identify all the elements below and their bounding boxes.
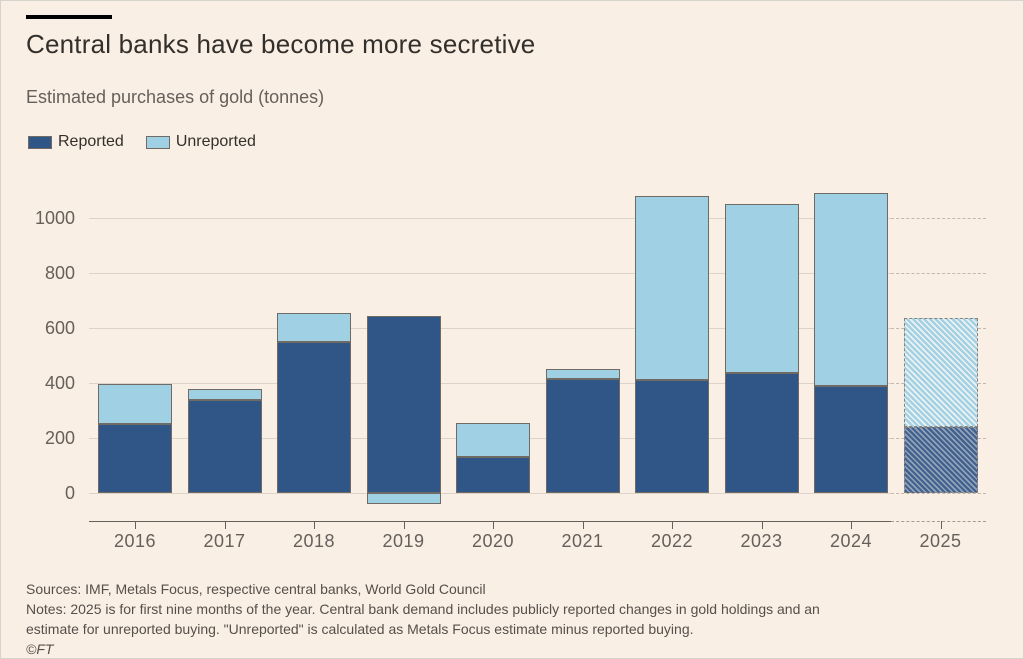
x-tick-2024 xyxy=(851,521,852,529)
x-label-2024: 2024 xyxy=(829,531,873,551)
x-label-2023: 2023 xyxy=(740,531,783,551)
chart-footer: Sources: IMF, Metals Focus, respective c… xyxy=(26,579,1018,658)
sources-line: Sources: IMF, Metals Focus, respective c… xyxy=(26,581,486,597)
x-label-2017: 2017 xyxy=(203,531,246,551)
gridline-400 xyxy=(89,383,891,384)
x-label-2016: 2016 xyxy=(113,531,157,551)
bar-2016-unreported xyxy=(98,384,172,425)
y-tick-label-200: 200 xyxy=(44,428,75,448)
gridline-600 xyxy=(89,328,891,329)
chart-subtitle: Estimated purchases of gold (tonnes) xyxy=(26,87,325,107)
x-tick-2020 xyxy=(493,521,494,529)
x-axis-line xyxy=(89,521,891,522)
bar-2022-reported xyxy=(635,380,709,493)
y-tick-label-1000: 1000 xyxy=(34,208,75,228)
x-label-2022: 2022 xyxy=(650,531,694,551)
x-label-2020: 2020 xyxy=(471,531,515,551)
gridline-dashed-0 xyxy=(891,493,986,494)
x-tick-2018 xyxy=(314,521,315,529)
y-tick-label-800: 800 xyxy=(44,263,75,283)
x-label-2025: 2025 xyxy=(919,531,962,551)
x-tick-2023 xyxy=(761,521,763,529)
bar-2019-unreported xyxy=(366,493,441,504)
legend-label-reported: Reported xyxy=(58,133,124,150)
notes-line-1: Notes: 2025 is for first nine months of … xyxy=(26,601,820,617)
x-label-2019: 2019 xyxy=(382,531,425,551)
legend-label-unreported: Unreported xyxy=(175,133,256,150)
ft-copyright: ©FT xyxy=(26,641,54,657)
bar-2023-unreported xyxy=(724,204,799,374)
x-tick-2022 xyxy=(672,521,673,529)
x-tick-2019 xyxy=(403,521,405,529)
bar-2018-reported xyxy=(277,341,351,493)
y-tick-label-400: 400 xyxy=(44,373,75,393)
y-tick-label-0: 0 xyxy=(64,483,75,503)
legend-item-reported: Reported xyxy=(28,133,124,151)
gridline-dashed-800 xyxy=(891,273,986,274)
chart-title: Central banks have become more secretive xyxy=(26,29,536,59)
gridline-dashed-1000 xyxy=(891,218,986,219)
bar-2024-reported xyxy=(814,385,888,493)
gridline-0 xyxy=(89,493,891,494)
x-tick-2021 xyxy=(582,521,584,529)
bar-2017-unreported xyxy=(187,388,262,400)
gridline-800 xyxy=(89,273,891,274)
gridline-1000 xyxy=(89,218,891,219)
x-tick-2025 xyxy=(940,521,942,529)
bar-2020-unreported xyxy=(456,422,530,458)
bar-2023-reported xyxy=(724,373,799,493)
bar-2016-reported xyxy=(98,424,172,493)
bar-2025-unreported xyxy=(903,318,978,427)
x-axis-line-dashed xyxy=(891,521,986,522)
chart-legend: Reported Unreported xyxy=(28,133,256,151)
bar-2017-reported xyxy=(187,399,262,493)
x-label-2021: 2021 xyxy=(561,531,604,551)
bar-2025-reported xyxy=(903,427,978,493)
y-tick-label-600: 600 xyxy=(44,318,75,338)
bar-2024-unreported xyxy=(814,193,888,386)
bar-2022-unreported xyxy=(635,196,709,381)
x-tick-2016 xyxy=(135,521,136,529)
legend-swatch-unreported xyxy=(145,135,170,149)
legend-item-unreported: Unreported xyxy=(145,133,256,151)
x-label-2018: 2018 xyxy=(292,531,336,551)
bar-2021-unreported xyxy=(545,369,620,379)
legend-swatch-reported xyxy=(28,135,52,149)
notes-line-2: estimate for unreported buying. "Unrepor… xyxy=(26,621,694,637)
kicker-rule xyxy=(26,15,112,19)
bar-2021-reported xyxy=(545,378,620,493)
bar-2020-reported xyxy=(456,457,530,493)
bar-2019-reported xyxy=(366,315,441,493)
x-tick-2017 xyxy=(224,521,226,529)
bar-2018-unreported xyxy=(277,312,351,342)
